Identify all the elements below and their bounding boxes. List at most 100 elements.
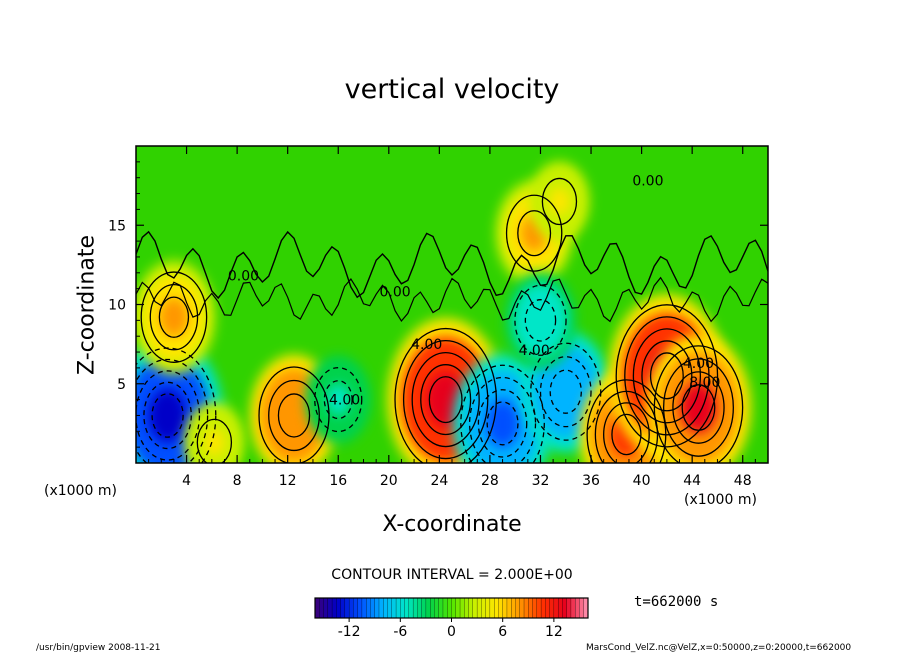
contour-ring-10-3 [672, 371, 725, 444]
contour-label-3: 4.00 [683, 356, 714, 372]
x-axis: 4 8 12 16 20 24 28 32 36 40 44 48 [148, 146, 756, 489]
x-tick-label-3: 16 [329, 473, 347, 489]
colorbar-cell-54 [545, 597, 551, 619]
colorbar-cell-24 [417, 597, 423, 619]
colorbar-cell-3 [327, 597, 333, 619]
colorbar-cell-27 [430, 597, 435, 619]
colorbar: -12 -6 0 6 12 [314, 597, 589, 640]
contour-ring-7-2 [539, 356, 592, 428]
y-tick-label-0: 5 [117, 377, 126, 393]
contour-ring-3-2 [268, 379, 320, 452]
colorbar-cell-25 [421, 597, 427, 619]
contour-ring-5-1 [394, 327, 497, 463]
field-features [136, 161, 751, 463]
colorbar-tick-label-1: -6 [393, 624, 407, 640]
contour-ring-1-3 [158, 296, 190, 338]
colorbar-cell-40 [485, 597, 491, 619]
field-core-4 [326, 384, 350, 415]
contour-ring-11-2 [517, 210, 552, 257]
contour-ring-4-1 [314, 367, 363, 433]
colorbar-cell-18 [391, 597, 397, 619]
contour-label-0: 4.00 [411, 337, 442, 353]
contour-ring-6-1 [460, 364, 545, 463]
contour-ring-10-2 [662, 358, 734, 457]
colorbar-cell-11 [361, 597, 367, 619]
contour-interval-label: CONTOUR INTERVAL = 2.000E+00 [331, 567, 573, 583]
contour-ring-1-2 [149, 283, 199, 351]
colorbar-cell-38 [476, 597, 482, 619]
colorbar-cell-2 [323, 597, 329, 619]
x-tick-label-5: 24 [430, 473, 448, 489]
field-core-12 [549, 187, 570, 216]
contour-ring-4-2 [323, 380, 353, 420]
colorbar-cell-23 [412, 597, 418, 619]
field-core-6 [485, 399, 520, 448]
colorbar-cell-35 [464, 597, 470, 619]
footer-left: /usr/bin/gpview 2008-11-21 [36, 643, 161, 653]
colorbar-cell-22 [408, 597, 414, 619]
x-tick-label-2: 12 [279, 473, 297, 489]
field-core-7 [550, 370, 581, 413]
contour-ring-0-3 [136, 370, 201, 461]
colorbar-cell-9 [353, 597, 359, 619]
colorbar-cell-37 [472, 597, 478, 619]
field-core-10 [680, 382, 717, 433]
contour-ring-7-3 [549, 369, 582, 414]
colorbar-cell-52 [536, 597, 542, 619]
colorbar-cell-49 [523, 597, 529, 619]
colorbar-cell-39 [481, 597, 487, 619]
contour-ring-13-1 [514, 284, 567, 356]
contour-ring-3-3 [277, 393, 311, 438]
colorbar-cell-28 [434, 597, 440, 619]
contour-ring-5-4 [420, 364, 472, 436]
x-unit-label-right: (x1000 m) [684, 492, 757, 508]
contour-ring-11-1 [505, 194, 563, 272]
chart-title: vertical velocity [344, 74, 560, 105]
colorbar-tick-label-0: -12 [338, 624, 361, 640]
colorbar-cell-31 [447, 597, 452, 619]
x-tick-label-0: 4 [182, 473, 191, 489]
colorbar-cell-30 [442, 597, 448, 619]
x-axis-label: X-coordinate [382, 512, 522, 537]
colorbar-cell-19 [395, 597, 401, 619]
contour-ring-5-5 [428, 376, 463, 424]
contour-lines [136, 177, 768, 463]
colorbar-cell-61 [575, 597, 580, 619]
contour-ring-5-3 [411, 352, 480, 448]
x-tick-label-7: 32 [532, 473, 550, 489]
contour-ring-9-3 [632, 328, 702, 424]
contour-ring-6-4 [486, 401, 519, 446]
colorbar-tick-label-4: 12 [545, 624, 563, 640]
colorbar-cell-36 [468, 597, 474, 619]
colorbar-cell-20 [400, 597, 406, 619]
footer-right: MarsCond_VelZ.nc@VelZ,x=0:50000,z=0:2000… [586, 643, 852, 653]
contour-ring-2-1 [196, 418, 233, 463]
colorbar-cell-59 [566, 597, 572, 619]
colorbar-cell-43 [498, 597, 504, 619]
colorbar-cell-47 [515, 597, 521, 619]
x-tick-label-8: 36 [582, 473, 600, 489]
contour-ring-8-4 [611, 413, 642, 456]
colorbar-cell-57 [557, 597, 563, 619]
colorbar-cell-15 [378, 597, 384, 619]
colorbar-cell-8 [348, 597, 354, 619]
colorbar-cell-58 [562, 597, 568, 619]
colorbar-cell-32 [451, 597, 457, 619]
y-axis-label: Z-coordinate [74, 235, 100, 375]
colorbar-cell-46 [511, 597, 516, 619]
contour-ring-6-2 [468, 376, 537, 463]
colorbar-cell-41 [489, 597, 495, 619]
field-core-13 [528, 303, 553, 338]
contour-ring-13-2 [524, 299, 557, 342]
field-core-0 [148, 388, 187, 443]
contour-ring-6-3 [477, 389, 528, 458]
colorbar-cell-29 [438, 597, 444, 619]
colorbar-cell-53 [540, 597, 546, 619]
contour-ring-5-2 [402, 339, 489, 460]
zero-contour-upper [136, 230, 768, 300]
colorbar-cell-60 [570, 597, 576, 619]
field-core-3 [278, 394, 310, 437]
contour-ring-8-3 [603, 402, 650, 463]
contour-ring-9-1 [615, 304, 719, 448]
x-tick-label-9: 40 [633, 473, 651, 489]
